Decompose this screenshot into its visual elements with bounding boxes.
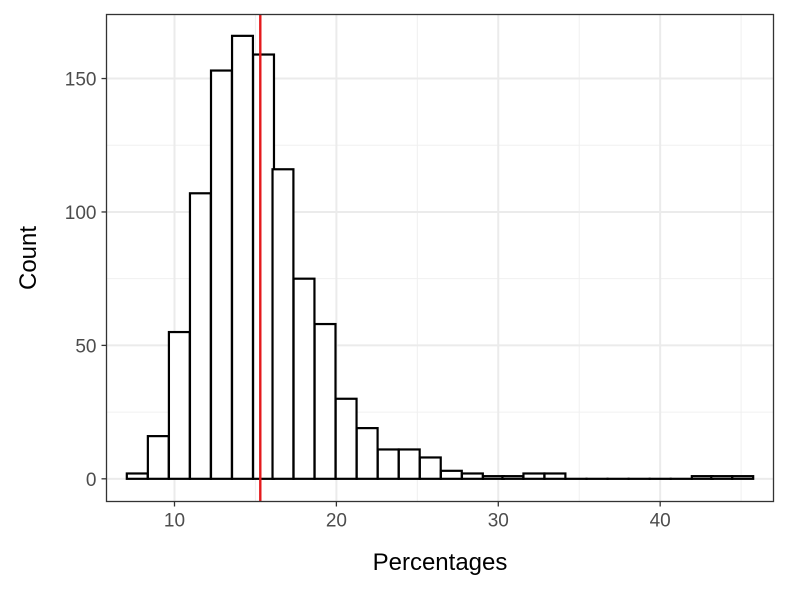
y-axis-title: Count (15, 226, 42, 290)
panel-border (105, 13, 775, 503)
histogram-bar (481, 475, 505, 480)
histogram-bar (501, 475, 525, 480)
histogram-bar (543, 472, 567, 480)
histogram-bar (690, 475, 714, 480)
histogram-bars (125, 34, 755, 480)
histogram-bar (460, 472, 484, 480)
histogram-bar (209, 69, 233, 480)
y-tick-label: 0 (86, 470, 97, 491)
x-tick-label: 40 (650, 511, 671, 532)
histogram-bar (710, 475, 734, 480)
histogram-bar (292, 277, 316, 480)
histogram-bar (334, 397, 358, 480)
histogram-bar (167, 330, 191, 480)
x-tick-label: 20 (326, 511, 347, 532)
y-tick-label: 50 (75, 336, 96, 357)
axis-ticks: 10 20 30 40 0 50 100 150 (65, 70, 671, 532)
histogram-bar (439, 469, 463, 480)
histogram-bar (418, 456, 442, 480)
histogram-bar (397, 448, 421, 480)
histogram-bar (376, 448, 400, 480)
histogram-bar (146, 435, 170, 480)
x-axis-title: Percentages (373, 549, 508, 576)
histogram-bar (125, 472, 149, 480)
histogram-bar (230, 34, 255, 480)
histogram-bar (731, 475, 755, 480)
histogram-bar (188, 192, 212, 480)
y-tick-label: 100 (65, 203, 97, 224)
histogram-bar (313, 322, 337, 480)
histogram-bar (271, 168, 295, 480)
histogram-bar (355, 427, 379, 480)
x-tick-label: 10 (164, 511, 185, 532)
y-tick-label: 150 (65, 70, 97, 91)
x-tick-label: 30 (488, 511, 509, 532)
histogram-bar (251, 53, 276, 480)
histogram-bar (522, 472, 546, 480)
